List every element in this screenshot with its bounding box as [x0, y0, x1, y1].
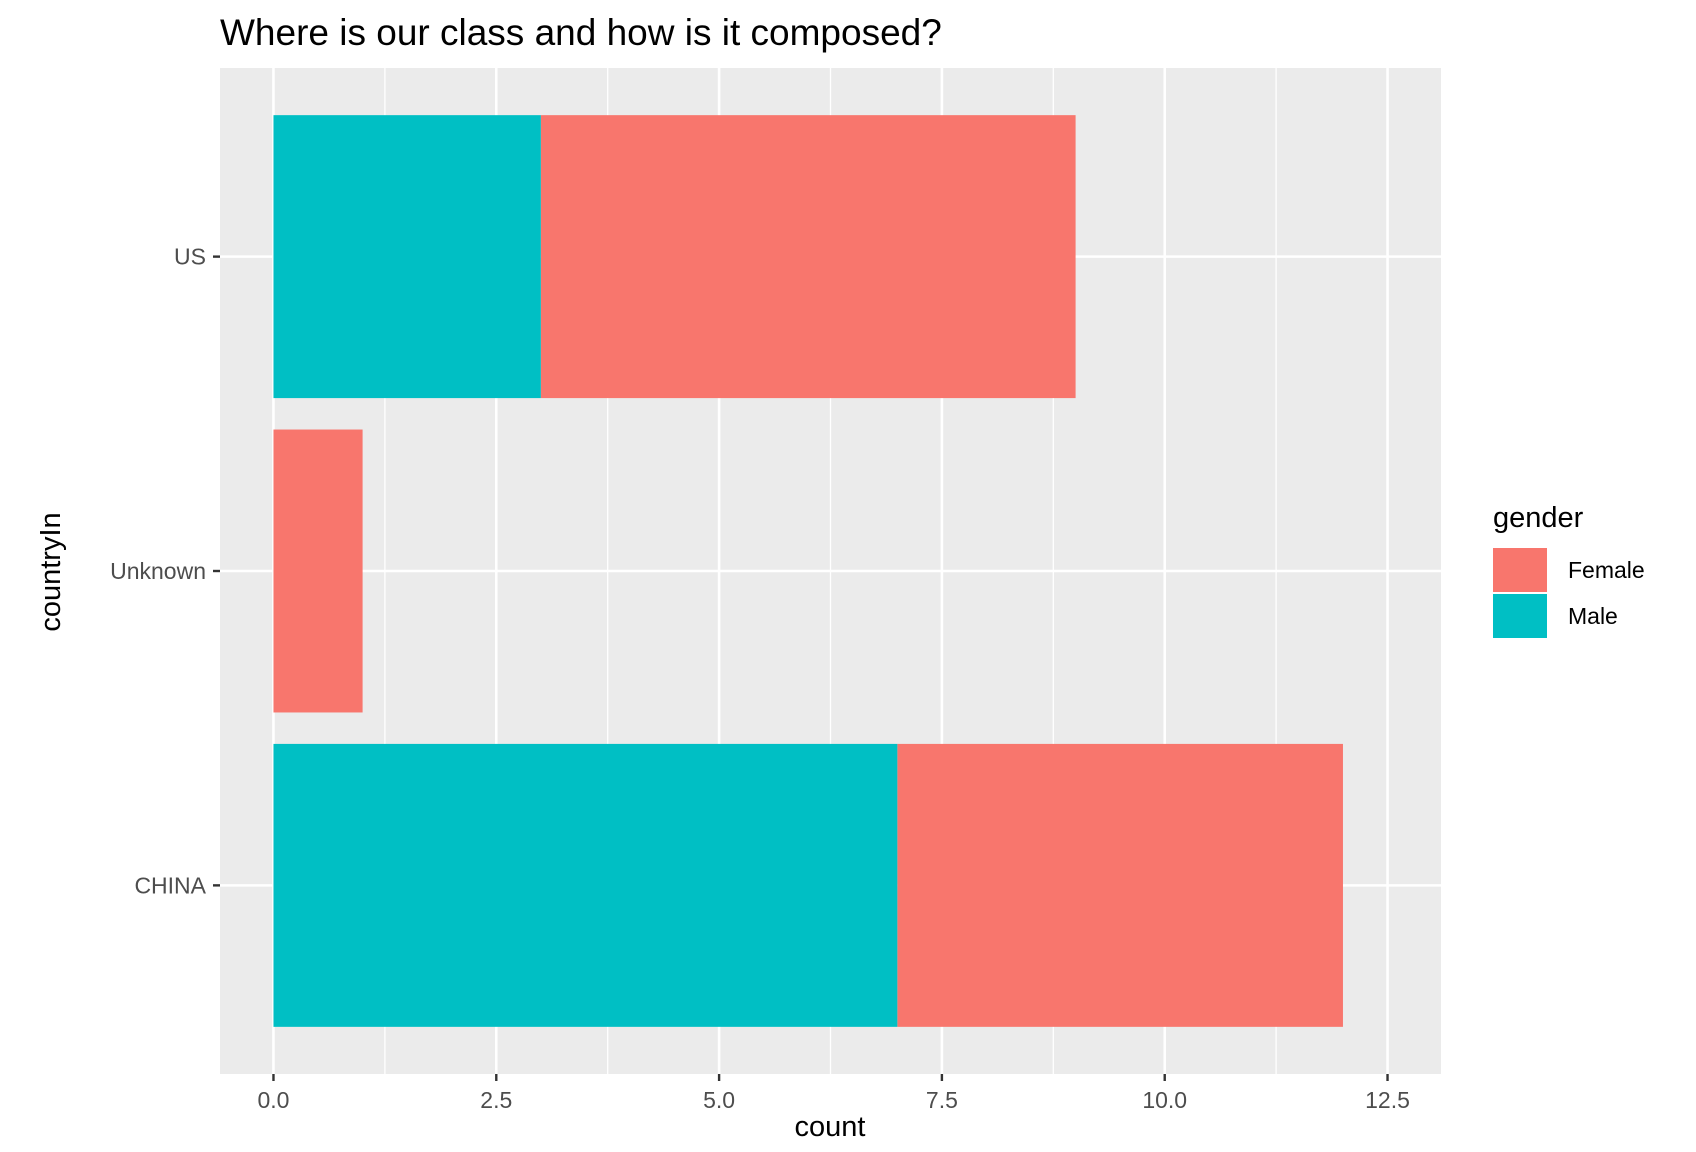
bar-us-male [273, 115, 541, 399]
chart-title: Where is our class and how is it compose… [220, 12, 942, 53]
bar-china-female [897, 743, 1343, 1027]
x-tick-label: 12.5 [1365, 1087, 1410, 1113]
legend: gender Female Male [1493, 502, 1645, 638]
y-axis: CHINA Unknown US [110, 244, 220, 898]
legend-label-female: Female [1568, 557, 1645, 583]
y-tick-label: US [174, 244, 206, 270]
y-tick-label: Unknown [110, 558, 206, 584]
x-tick-label: 10.0 [1142, 1087, 1187, 1113]
x-axis-title: count [795, 1111, 866, 1143]
x-tick-label: 0.0 [257, 1087, 289, 1113]
bar-us-female [540, 115, 1076, 399]
x-axis: 0.0 2.5 5.0 7.5 10.0 12.5 [257, 1074, 1410, 1113]
legend-key-male [1493, 594, 1547, 638]
y-axis-title: countryIn [35, 512, 67, 631]
bars [273, 115, 1343, 1027]
bar-china-male [273, 743, 898, 1027]
x-tick-label: 2.5 [480, 1087, 512, 1113]
legend-label-male: Male [1568, 603, 1618, 629]
y-tick-label: CHINA [134, 872, 206, 898]
x-tick-label: 7.5 [926, 1087, 958, 1113]
legend-key-female [1493, 548, 1547, 592]
legend-title: gender [1493, 502, 1584, 534]
x-tick-label: 5.0 [703, 1087, 735, 1113]
bar-unknown-female [273, 429, 363, 713]
